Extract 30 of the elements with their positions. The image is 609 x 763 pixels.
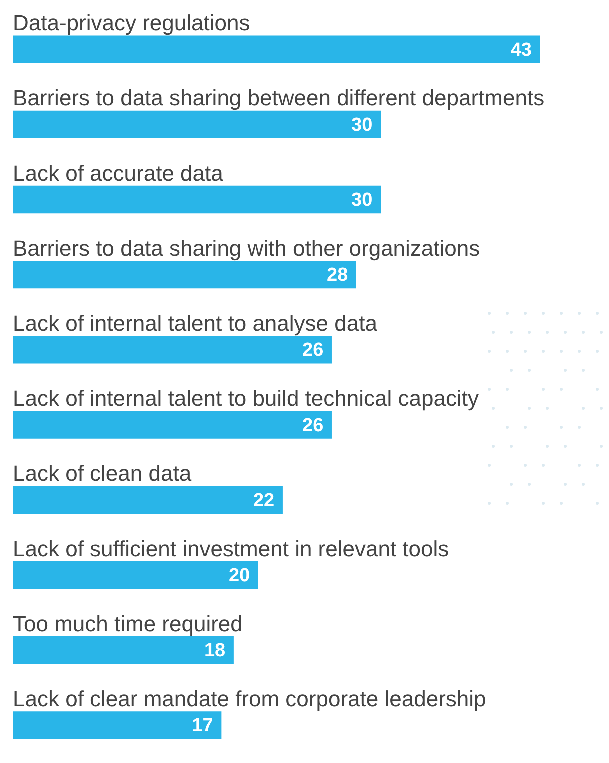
- y-tick-label: Lack of clean data: [13, 461, 192, 486]
- data-label: 18: [204, 640, 226, 662]
- y-tick-label: Lack of accurate data: [13, 160, 224, 186]
- y-tick-label: Barriers to data sharing between different departments: [13, 86, 545, 111]
- y-tick-label: Data-privacy regulations: [13, 10, 250, 36]
- y-tick-label: Lack of sufficient investment in relevant tools: [13, 536, 450, 562]
- bar: [13, 411, 332, 439]
- bar: [13, 486, 283, 514]
- data-label: 20: [228, 565, 250, 586]
- y-tick-label: Barriers to data sharing with other organizations: [13, 236, 480, 261]
- bar: [13, 186, 382, 214]
- bar: [13, 36, 540, 64]
- data-label: 28: [327, 265, 348, 286]
- bar: [13, 712, 222, 740]
- data-label: 30: [352, 190, 373, 211]
- data-label: 43: [510, 40, 532, 61]
- y-tick-label: Lack of internal talent to build technical capacity: [13, 386, 479, 412]
- data-label: 17: [192, 716, 214, 737]
- y-tick-label: Lack of internal talent to analyse data: [13, 310, 378, 336]
- bar: [13, 336, 332, 364]
- y-tick-label: Lack of clear mandate from corporate leadership: [13, 686, 486, 712]
- data-label: 22: [253, 490, 275, 512]
- bar: [13, 261, 356, 289]
- y-tick-label: Too much time required: [13, 611, 243, 636]
- bar: [13, 561, 258, 590]
- data-label: 26: [302, 340, 324, 362]
- bar: [13, 110, 382, 138]
- bar: [13, 636, 234, 664]
- data-label: 26: [302, 415, 324, 436]
- data-label: 30: [352, 114, 373, 136]
